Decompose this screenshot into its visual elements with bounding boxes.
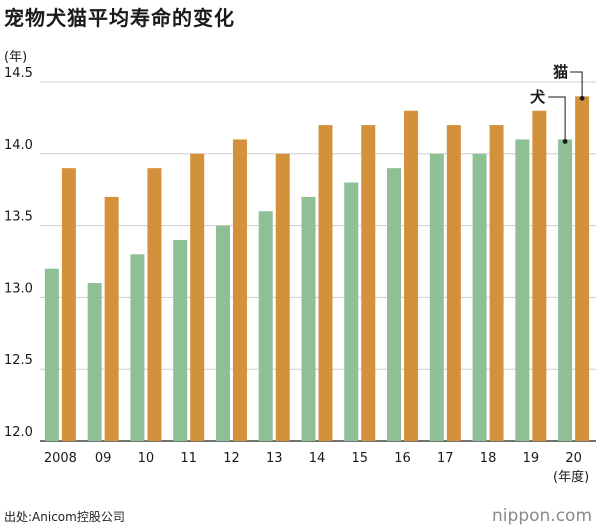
brand-logo: nippon.com bbox=[492, 506, 592, 526]
y-tick-label: 12.5 bbox=[4, 353, 33, 368]
dog-callout-label: 犬 bbox=[530, 88, 546, 106]
x-tick-label: 10 bbox=[138, 451, 155, 466]
cat-bar bbox=[575, 96, 590, 442]
dog-bar bbox=[558, 139, 573, 441]
cat-bar bbox=[147, 168, 162, 441]
x-tick-label: 16 bbox=[394, 451, 411, 466]
dog-bar bbox=[44, 268, 59, 441]
dog-bar bbox=[130, 254, 145, 441]
cat-bar bbox=[404, 110, 419, 441]
y-tick-labels: 12.0 12.5 13.0 13.5 14.0 14.5 bbox=[4, 66, 33, 440]
cat-bar bbox=[446, 125, 461, 441]
y-tick-label: 14.5 bbox=[4, 66, 33, 81]
y-tick-label: 14.0 bbox=[4, 138, 33, 153]
cat-bar bbox=[61, 168, 76, 441]
cat-bar bbox=[318, 125, 333, 441]
x-tick-labels: 2008 09 10 11 12 13 14 15 16 17 18 19 20 bbox=[44, 451, 582, 466]
x-tick-label: 18 bbox=[480, 451, 497, 466]
dog-bar bbox=[515, 139, 530, 441]
x-tick-label: 2008 bbox=[44, 451, 77, 466]
grid-lines bbox=[40, 81, 596, 442]
source-note: 出处:Anicom控股公司 bbox=[4, 510, 125, 524]
x-axis-unit: (年度) bbox=[553, 470, 590, 485]
y-tick-label: 12.0 bbox=[4, 425, 33, 440]
dog-bar bbox=[387, 168, 402, 441]
bars bbox=[44, 96, 590, 442]
dog-bar bbox=[173, 239, 188, 441]
cat-callout-line bbox=[570, 71, 583, 99]
y-tick-label: 13.0 bbox=[4, 281, 33, 296]
dog-bar bbox=[87, 283, 102, 441]
chart-title: 宠物犬猫平均寿命的变化 bbox=[4, 6, 235, 30]
cat-bar bbox=[104, 196, 119, 441]
x-tick-label: 12 bbox=[223, 451, 240, 466]
cat-bar bbox=[190, 153, 205, 442]
cat-callout-label: 猫 bbox=[553, 63, 568, 81]
x-tick-label: 15 bbox=[351, 451, 368, 466]
dog-callout-line bbox=[548, 96, 566, 142]
cat-bar bbox=[232, 139, 247, 441]
dog-bar bbox=[301, 196, 316, 441]
cat-bar bbox=[489, 125, 504, 441]
dog-bar bbox=[472, 153, 487, 442]
dog-bar bbox=[215, 225, 230, 441]
x-tick-label: 14 bbox=[309, 451, 326, 466]
x-tick-label: 19 bbox=[523, 451, 540, 466]
cat-bar bbox=[275, 153, 290, 442]
y-tick-label: 13.5 bbox=[4, 210, 33, 225]
x-tick-label: 11 bbox=[180, 451, 197, 466]
cat-bar bbox=[532, 110, 547, 441]
cat-bar bbox=[361, 125, 376, 441]
x-tick-label: 17 bbox=[437, 451, 454, 466]
dog-bar bbox=[429, 153, 444, 442]
dog-bar bbox=[344, 182, 359, 441]
dog-bar bbox=[258, 211, 273, 441]
x-tick-label: 13 bbox=[266, 451, 283, 466]
series-callouts: 犬猫 bbox=[530, 63, 585, 144]
y-axis-unit: (年) bbox=[4, 50, 28, 65]
x-tick-label: 09 bbox=[95, 451, 112, 466]
x-tick-label: 20 bbox=[565, 451, 582, 466]
